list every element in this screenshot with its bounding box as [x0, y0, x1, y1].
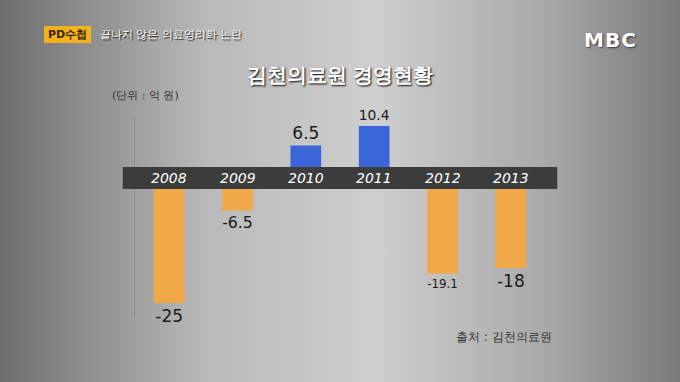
svg-text:2010: 2010 — [288, 170, 324, 186]
svg-text:6.5: 6.5 — [292, 123, 319, 143]
svg-text:2009: 2009 — [220, 170, 256, 186]
svg-text:-18: -18 — [497, 271, 525, 291]
svg-text:-6.5: -6.5 — [222, 213, 253, 232]
svg-text:2013: 2013 — [493, 170, 529, 186]
svg-text:2012: 2012 — [425, 170, 461, 186]
html-text:PD수첩: PD수첩 — [48, 28, 88, 41]
svg-text:출처 : 김천의료원: 출처 : 김천의료원 — [456, 330, 552, 344]
svg-text:(단위 : 억 원): (단위 : 억 원) — [112, 89, 179, 102]
svg-text:김천의료원 경영현황: 김천의료원 경영현황 — [247, 63, 434, 87]
html-text:MBC: MBC — [584, 28, 637, 52]
svg-text:-25: -25 — [155, 306, 183, 326]
svg-text:-19.1: -19.1 — [427, 277, 458, 291]
html-text:끝나지 않은 의료영리화 논란: 끝나지 않은 의료영리화 논란 — [100, 28, 243, 41]
svg-text:2008: 2008 — [151, 170, 187, 186]
svg-text:2011: 2011 — [356, 170, 392, 186]
svg-text:10.4: 10.4 — [359, 107, 390, 123]
